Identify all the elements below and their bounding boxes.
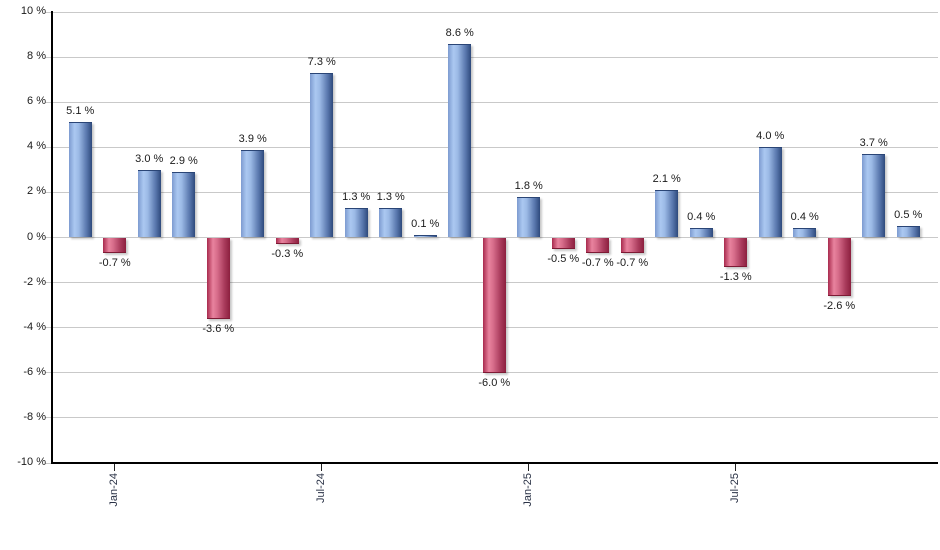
y-axis-tick-label: -10 % [17,456,46,468]
bar-value-label: -0.7 % [98,257,131,270]
bar-value-label: 1.8 % [514,179,543,192]
y-axis-tick-label: 2 % [27,185,46,198]
x-axis-tick-label: Jan-24 [107,473,120,507]
bar [793,228,817,238]
bar-value-label: -0.7 % [616,257,649,270]
bar [517,196,541,238]
bar [275,237,299,245]
y-axis-tick-label: -6 % [23,365,46,378]
x-axis-line [51,462,938,464]
y-axis-tick-label: 4 % [27,140,46,153]
bar-value-label: 0.5 % [894,209,923,222]
bar-value-label: 7.3 % [307,55,336,68]
bar [103,237,127,254]
bar-value-label: 0.4 % [687,211,716,224]
x-axis-tick-label: Jan-25 [521,473,534,507]
x-axis-tick-label: Jul-25 [728,473,741,503]
bar [379,208,403,238]
bar-value-label: 3.9 % [238,132,267,145]
bar-value-label: 0.1 % [411,218,440,231]
gridline [45,417,938,419]
bar [68,122,92,238]
y-axis-tick-label: 0 % [27,230,46,243]
bar-value-label: 1.3 % [342,191,371,204]
x-axis-tick [735,464,737,471]
bar-value-label: 3.0 % [135,152,164,165]
y-axis-tick-label: 8 % [27,50,46,63]
bar [448,43,472,238]
x-axis-tick-label: Jul-24 [314,473,327,503]
bar [137,169,161,238]
y-axis-tick-label: 10 % [20,5,46,17]
bar-value-label: 1.3 % [376,191,405,204]
bar-value-label: 2.9 % [169,155,198,168]
bar-value-label: -0.7 % [581,257,614,270]
bar [620,237,644,254]
bar [827,237,851,297]
bar-value-label: -1.3 % [719,270,752,283]
bar [586,237,610,254]
gridline [45,372,938,374]
bar-value-label: -6.0 % [478,376,511,389]
bar-value-label: 0.4 % [790,211,819,224]
bar [758,147,782,238]
gridline [45,146,938,148]
bar [896,226,920,238]
bar [344,208,368,238]
y-axis-line [51,11,53,464]
bar-value-label: 2.1 % [652,173,681,186]
bar [551,237,575,249]
y-axis-tick-label: -4 % [23,320,46,333]
bar-value-label: -2.6 % [823,300,856,313]
y-axis-tick-label: -8 % [23,410,46,423]
gridline [45,101,938,103]
bar [172,172,196,238]
bar-value-label: -0.5 % [547,252,580,265]
bar [724,237,748,267]
bar-value-label: 5.1 % [66,105,95,118]
x-axis-tick [114,464,116,471]
bar [482,237,506,373]
gridline [45,56,938,58]
bar-value-label: -0.3 % [271,248,304,261]
x-axis-tick [528,464,530,471]
bar [310,72,334,238]
y-axis-tick-label: -2 % [23,275,46,288]
bar [241,149,265,238]
bar [206,237,230,319]
bar-value-label: 8.6 % [445,26,474,39]
bar [862,154,886,238]
bar [413,235,437,238]
bar [689,228,713,238]
x-axis-tick [321,464,323,471]
bar-value-label: -3.6 % [202,322,235,335]
gridline [45,11,938,13]
bar-value-label: 3.7 % [859,137,888,150]
bar [655,190,679,238]
bar-value-label: 4.0 % [756,130,785,143]
y-axis-tick-label: 6 % [27,95,46,108]
gridline [45,191,938,193]
